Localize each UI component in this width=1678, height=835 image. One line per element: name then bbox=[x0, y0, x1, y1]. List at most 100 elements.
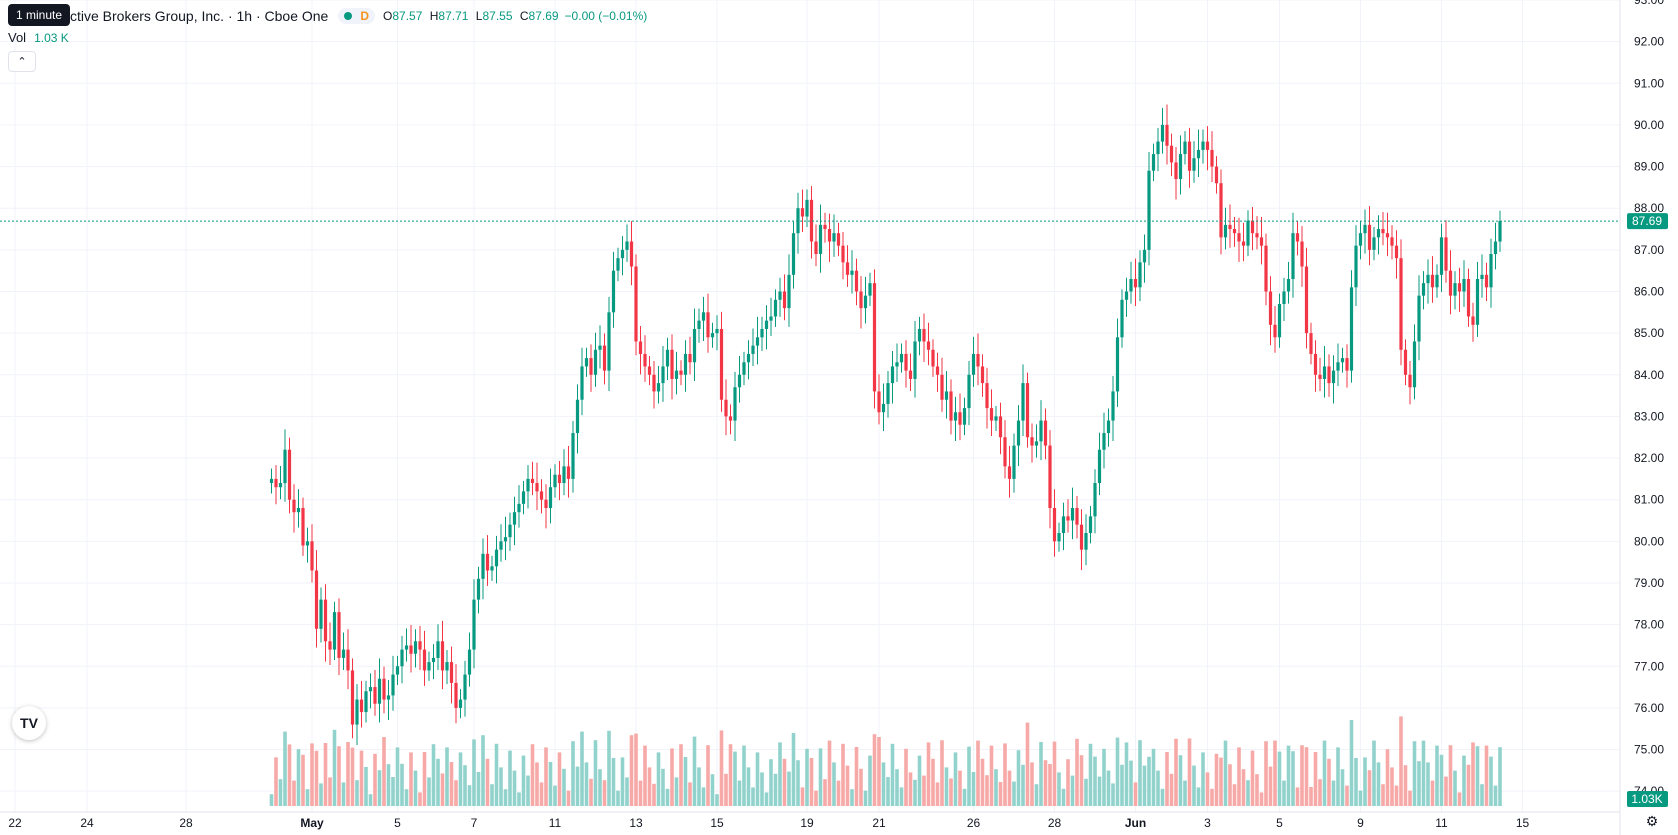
candle-body bbox=[593, 349, 598, 375]
candle-body bbox=[1345, 358, 1349, 371]
volume-bar bbox=[1259, 792, 1264, 806]
volume-bar bbox=[535, 762, 539, 806]
candle-body bbox=[1448, 270, 1453, 296]
volume-bar bbox=[1088, 743, 1093, 806]
candle-body bbox=[746, 353, 751, 363]
volume-bar bbox=[1061, 788, 1066, 806]
volume-bar bbox=[323, 743, 328, 806]
volume-bar bbox=[1034, 784, 1039, 806]
candle-body bbox=[827, 229, 832, 242]
candle-body bbox=[841, 245, 845, 263]
volume-bar bbox=[337, 746, 341, 806]
volume-bar bbox=[967, 746, 971, 806]
volume-bar bbox=[1331, 780, 1336, 806]
candle-body bbox=[377, 678, 382, 704]
volume-bar bbox=[796, 760, 800, 806]
candle-body bbox=[832, 233, 836, 242]
volume-bar bbox=[1228, 764, 1232, 806]
volume-bar bbox=[1066, 759, 1070, 806]
volume-bar bbox=[544, 747, 548, 806]
candle-body bbox=[926, 341, 931, 350]
volume-bar bbox=[1016, 750, 1021, 806]
candle-body bbox=[535, 483, 539, 492]
collapse-legend-button[interactable]: ⌃ bbox=[8, 51, 36, 72]
candle-body bbox=[953, 412, 958, 421]
time-tick-label: 28 bbox=[1048, 816, 1062, 830]
volume-bar bbox=[1093, 756, 1097, 806]
volume-bar bbox=[301, 754, 305, 806]
candle-body bbox=[1003, 437, 1007, 467]
candle-body bbox=[710, 333, 715, 338]
candle-body bbox=[1327, 366, 1331, 384]
volume-bar bbox=[1192, 765, 1196, 806]
candle-body bbox=[773, 299, 778, 317]
candle-body bbox=[580, 366, 584, 400]
candle-body bbox=[404, 645, 409, 650]
candle-body bbox=[1021, 383, 1025, 421]
volume-bar bbox=[1408, 790, 1412, 806]
candle-body bbox=[1030, 437, 1034, 446]
candle-body bbox=[724, 399, 728, 417]
gear-icon[interactable]: ⚙ bbox=[1645, 812, 1659, 829]
volume-bar bbox=[296, 749, 301, 806]
candle-body bbox=[1052, 508, 1057, 542]
candle-body bbox=[319, 599, 323, 629]
candle-body bbox=[1444, 237, 1448, 271]
volume-bar bbox=[904, 748, 908, 806]
volume-bar bbox=[526, 775, 530, 806]
volume-bar bbox=[499, 767, 503, 806]
volume-bar bbox=[895, 769, 899, 806]
candle-body bbox=[778, 291, 782, 300]
volume-bar bbox=[1147, 756, 1151, 806]
candle-body bbox=[1192, 158, 1196, 171]
symbol-title[interactable]: ctive Brokers Group, Inc. · 1h · Cboe On… bbox=[70, 8, 329, 24]
candle-body bbox=[422, 649, 427, 671]
volume-bar bbox=[391, 777, 395, 806]
candle-body bbox=[706, 312, 710, 338]
candle-body bbox=[679, 370, 683, 375]
tradingview-logo-icon[interactable]: TV bbox=[12, 706, 46, 740]
volume-bar bbox=[625, 777, 629, 806]
candle-body bbox=[544, 499, 548, 509]
candle-body bbox=[670, 349, 674, 379]
candle-body bbox=[517, 503, 521, 513]
candle-body bbox=[1169, 145, 1174, 163]
candle-body bbox=[1309, 333, 1313, 354]
price-tick-label: 80.00 bbox=[1634, 534, 1664, 548]
volume-bar bbox=[980, 758, 985, 806]
candle-body bbox=[890, 366, 895, 384]
candle-body bbox=[692, 328, 697, 363]
candle-body bbox=[1223, 224, 1228, 238]
candle-body bbox=[364, 691, 368, 713]
candle-body bbox=[931, 349, 935, 367]
volume-bar bbox=[787, 771, 791, 806]
candle-body bbox=[278, 483, 283, 488]
candle-body bbox=[1241, 241, 1246, 246]
volume-bar bbox=[1075, 738, 1079, 806]
volume-bar bbox=[413, 770, 418, 806]
volume-bar bbox=[472, 739, 476, 806]
volume-bar bbox=[1133, 782, 1138, 806]
candle-body bbox=[1403, 349, 1408, 375]
volume-bar bbox=[382, 737, 386, 806]
volume-bar bbox=[1169, 773, 1174, 806]
volume-bar bbox=[1021, 764, 1025, 806]
market-status[interactable]: D bbox=[338, 8, 376, 24]
candle-body bbox=[310, 541, 314, 571]
candle-body bbox=[985, 383, 989, 409]
price-change: −0.00 (−0.01%) bbox=[564, 9, 648, 23]
volume-bar bbox=[1286, 745, 1291, 806]
volume-bar bbox=[814, 790, 818, 806]
candle-body bbox=[787, 274, 791, 309]
volume-bar bbox=[571, 741, 575, 806]
candle-body bbox=[791, 233, 796, 275]
candle-body bbox=[1057, 533, 1061, 542]
volume-bar bbox=[422, 752, 427, 806]
volume-label[interactable]: Vol bbox=[8, 30, 27, 45]
time-tick-label: 15 bbox=[1516, 816, 1530, 830]
candle-body bbox=[1390, 237, 1394, 246]
volume-bar bbox=[827, 740, 832, 806]
volume-bar bbox=[886, 777, 890, 806]
volume-bar bbox=[778, 742, 782, 806]
